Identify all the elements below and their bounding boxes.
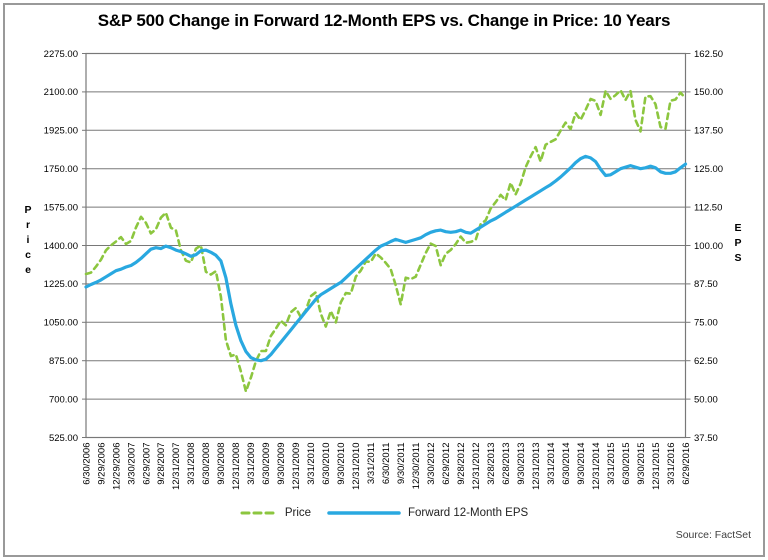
x-axis-tick-label: 3/28/2013	[486, 443, 497, 485]
legend: Price Forward 12-Month EPS	[0, 507, 768, 519]
legend-item-eps: Forward 12-Month EPS	[327, 507, 528, 519]
x-axis-tick-label: 9/30/2009	[276, 443, 287, 485]
y-axis-left-tick-label: 2100.00	[44, 87, 78, 98]
y-axis-right-tick-label: 50.00	[694, 394, 718, 405]
axis-title-letter: c	[25, 249, 31, 261]
axis-title-letter: S	[734, 252, 742, 264]
y-axis-left-tick-label: 700.00	[49, 394, 78, 405]
x-axis-tick-label: 6/28/2013	[501, 443, 512, 485]
price-dashed-line-icon	[240, 511, 278, 515]
x-axis-tick-label: 6/30/2011	[381, 443, 392, 485]
x-axis-tick-label: 12/31/2009	[291, 443, 302, 491]
axis-title-letter: P	[24, 204, 32, 216]
y-axis-left-tick-label: 1750.00	[44, 164, 78, 175]
x-axis-tick-label: 12/31/2013	[531, 443, 542, 491]
axis-title-letter: r	[25, 219, 31, 231]
price-line	[84, 89, 687, 393]
y-axis-right-tick-label: 137.50	[694, 126, 723, 137]
y-axis-right-tick-label: 125.00	[694, 164, 723, 175]
y-axis-left-tick-label: 525.00	[49, 433, 78, 444]
x-axis-tick-label: 9/28/2012	[456, 443, 467, 485]
eps-solid-line-icon	[327, 511, 401, 515]
x-axis-tick-label: 3/30/2012	[426, 443, 437, 485]
x-axis-tick-label: 3/31/2014	[546, 443, 557, 485]
eps-line	[84, 154, 688, 363]
x-axis-tick-label: 6/30/2010	[321, 443, 332, 485]
x-axis-tick-label: 12/31/2014	[591, 443, 602, 491]
x-axis-tick-label: 6/30/2015	[621, 443, 632, 485]
y-axis-right-tick-label: 62.50	[694, 356, 718, 367]
x-axis-tick-label: 3/30/2007	[126, 443, 137, 485]
x-axis-tick-label: 9/30/2013	[516, 443, 527, 485]
x-axis-tick-label: 12/30/2011	[411, 443, 422, 490]
x-axis-tick-label: 3/31/2009	[246, 443, 257, 485]
x-axis-tick-label: 9/30/2010	[336, 443, 347, 485]
x-axis-tick-label: 6/30/2009	[261, 443, 272, 485]
x-axis-tick-label: 9/28/2007	[156, 443, 167, 485]
y-axis-right-tick-label: 112.50	[694, 202, 722, 213]
x-axis-tick-label: 12/31/2007	[171, 443, 182, 491]
y-axis-left-tick-label: 1050.00	[44, 318, 78, 329]
x-axis-tick-label: 9/30/2011	[396, 443, 407, 485]
y-axis-left-tick-label: 1225.00	[44, 279, 78, 290]
legend-item-price: Price	[240, 507, 311, 519]
axis-title-letter: i	[26, 234, 30, 246]
x-axis-tick-label: 3/31/2015	[606, 443, 617, 485]
y-axis-right-tick-label: 37.50	[694, 433, 718, 444]
y-axis-right-tick-label: 87.50	[694, 279, 718, 290]
y-axis-labels: 2275.00 162.50 2100.00 150.00 1925.00 137.50 1…	[44, 49, 723, 444]
x-axis-tick-label: 12/29/2006	[111, 443, 122, 491]
x-axis-tick-label: 3/31/2008	[186, 443, 197, 485]
y-axis-right-tick-label: 150.00	[694, 87, 723, 98]
x-axis-tick-label: 9/30/2015	[636, 443, 647, 485]
axis-title-letter: P	[734, 237, 742, 249]
x-axis-tick-label: 3/31/2010	[306, 443, 317, 485]
y-axis-right-tick-label: 75.00	[694, 318, 718, 329]
y-axis-right-tick-label: 100.00	[694, 241, 723, 252]
plot-border	[85, 52, 687, 439]
x-axis-tick-label: 12/31/2015	[651, 443, 662, 491]
y-axis-left-tick-label: 1400.00	[44, 241, 78, 252]
x-axis-tick-label: 6/30/2008	[201, 443, 212, 485]
y-axis-left-tick-label: 1925.00	[44, 126, 78, 137]
x-axis-tick-label: 12/31/2012	[471, 443, 482, 491]
x-axis-tick-label: 9/30/2008	[216, 443, 227, 485]
source-label: Source: FactSet	[675, 529, 751, 541]
axis-title-letter: e	[25, 264, 31, 276]
y-axis-left-tick-label: 2275.00	[44, 49, 78, 60]
x-axis-tick-label: 12/31/2010	[351, 443, 362, 491]
x-axis-tick-label: 6/29/2012	[441, 443, 452, 485]
y-axis-left-tick-label: 1575.00	[44, 202, 78, 213]
chart-title: S&P 500 Change in Forward 12-Month EPS v…	[97, 11, 671, 30]
legend-label-eps: Forward 12-Month EPS	[408, 507, 529, 519]
y-axis-left-tick-label: 875.00	[49, 356, 78, 367]
legend-label-price: Price	[284, 507, 312, 519]
x-axis-tick-label: 9/29/2006	[96, 443, 107, 485]
x-axis-tick-label: 12/31/2008	[231, 443, 242, 491]
x-axis-tick-label: 6/30/2014	[561, 443, 572, 485]
x-axis-tick-label: 3/31/2016	[666, 443, 677, 485]
x-axis-tick-label: 6/29/2007	[141, 443, 152, 485]
axis-title-letter: E	[734, 222, 742, 234]
x-axis-tick-label: 3/31/2011	[366, 443, 377, 485]
y-axis-right-tick-label: 162.50	[694, 49, 723, 60]
x-axis-tick-label: 9/30/2014	[576, 443, 587, 485]
x-axis-tick-label: 6/29/2016	[681, 443, 692, 485]
x-axis-tick-label: 6/30/2006	[81, 443, 92, 485]
x-axis-labels: 6/30/2006 9/29/2006 12/29/2006 3/30/2007 6/2…	[81, 443, 692, 491]
